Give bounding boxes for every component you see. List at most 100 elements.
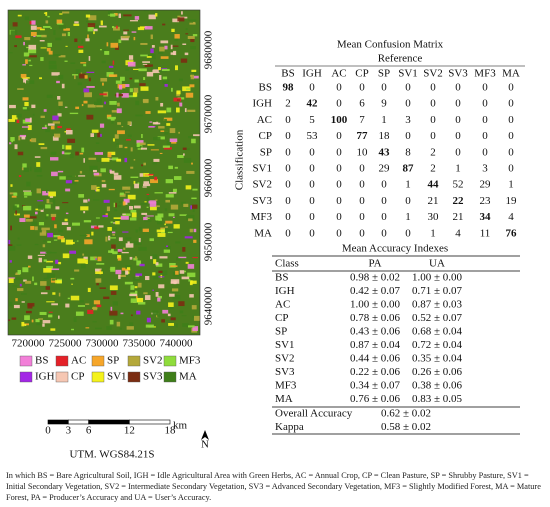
- map-patch: [71, 328, 74, 331]
- map-patch: [108, 188, 115, 191]
- map-patch: [32, 113, 35, 116]
- map-patch: [108, 65, 114, 68]
- scale-label: 6: [86, 425, 92, 437]
- matrix-cell: 0: [336, 146, 342, 158]
- table-cell: SV1: [275, 339, 295, 351]
- map-patch: [91, 231, 94, 236]
- table-cell: 0.76 ± 0.06: [350, 393, 401, 405]
- map-patch: [62, 253, 70, 259]
- map-patch: [117, 255, 122, 259]
- map-patch: [80, 75, 83, 77]
- table-cell: IGH: [275, 285, 295, 297]
- map-patch: [87, 104, 96, 108]
- map-patch: [122, 213, 131, 216]
- map-patch: [140, 54, 148, 57]
- map-patch: [133, 87, 139, 93]
- map-patch: [128, 95, 137, 98]
- map-patch: [169, 305, 174, 310]
- map-patch: [129, 322, 134, 327]
- matrix-cell: 77: [357, 130, 369, 142]
- map-patch: [183, 148, 190, 151]
- map-patch: [8, 277, 16, 279]
- map-patch: [61, 222, 69, 226]
- map-patch: [153, 275, 159, 280]
- legend-swatch: [55, 355, 69, 367]
- matrix-title: Mean Confusion Matrix: [337, 39, 444, 51]
- map-patch: [154, 192, 163, 194]
- map-patch: [107, 116, 116, 120]
- map-patch: [164, 130, 169, 135]
- map-patch: [176, 99, 180, 101]
- map-patch: [115, 143, 120, 148]
- matrix-cell: 21: [453, 211, 464, 223]
- map-patch: [62, 202, 69, 204]
- map-patch: [144, 295, 151, 300]
- map-patch: [34, 282, 38, 286]
- map-patch: [38, 143, 45, 145]
- map-patch: [112, 157, 119, 161]
- map-patch: [45, 260, 54, 263]
- column-header: MA: [502, 68, 520, 80]
- map-patch: [138, 237, 141, 243]
- map-patch: [166, 140, 171, 146]
- map-patch: [125, 35, 130, 38]
- map-patch: [20, 73, 27, 78]
- map-patch: [106, 114, 112, 119]
- map-patch: [45, 20, 49, 24]
- map-patch: [133, 68, 141, 70]
- matrix-cell: 0: [455, 82, 461, 94]
- figure: Mean Confusion Matrix Reference Classifi…: [7, 9, 525, 461]
- matrix-cell: 30: [428, 211, 440, 223]
- map-patch: [189, 228, 193, 233]
- map-patch: [93, 31, 95, 35]
- map-patch: [112, 26, 120, 31]
- map-patch: [152, 162, 157, 165]
- map-patch: [27, 255, 33, 259]
- map-patch: [92, 321, 97, 323]
- map-patch: [8, 118, 16, 122]
- map-patch: [129, 77, 133, 80]
- map-patch: [190, 205, 192, 210]
- map-patch: [103, 199, 110, 203]
- matrix-cell: 0: [455, 114, 461, 126]
- map-patch: [152, 289, 155, 291]
- map-patch: [131, 31, 137, 33]
- map-patch: [128, 55, 134, 60]
- map-patch: [67, 297, 70, 300]
- map-patch: [18, 175, 22, 177]
- map-patch: [53, 54, 61, 57]
- map-patch: [173, 176, 182, 180]
- map-patch: [8, 245, 16, 251]
- map-patch: [185, 261, 189, 264]
- map-patch: [78, 194, 85, 198]
- map-patch: [62, 144, 65, 150]
- row-label: MA: [254, 227, 272, 239]
- map-patch: [95, 258, 97, 260]
- matrix-cell: 23: [480, 195, 492, 207]
- legend-swatch: [19, 355, 33, 367]
- table-cell: 0.35 ± 0.04: [412, 353, 463, 365]
- matrix-cell: 0: [359, 195, 365, 207]
- map-patch: [69, 250, 77, 254]
- table-cell: 0.34 ± 0.07: [350, 380, 401, 392]
- map-patch: [193, 134, 200, 137]
- map-patch: [146, 56, 152, 58]
- map-patch: [177, 154, 184, 158]
- map-patch: [168, 192, 177, 194]
- y-tick-label: 9650000: [203, 222, 215, 261]
- map-patch: [127, 121, 131, 125]
- map-patch: [13, 192, 18, 196]
- map-patch: [38, 257, 43, 263]
- map-patch: [63, 28, 70, 31]
- row-label: SV3: [252, 195, 272, 207]
- map-patch: [41, 34, 47, 38]
- map-patch: [132, 92, 138, 97]
- matrix-cell: 29: [480, 179, 492, 191]
- map-patch: [125, 270, 129, 275]
- map-patch: [133, 241, 142, 246]
- map-patch: [132, 276, 141, 281]
- map-patch: [108, 237, 116, 239]
- map-patch: [81, 103, 84, 107]
- map-patch: [46, 189, 48, 193]
